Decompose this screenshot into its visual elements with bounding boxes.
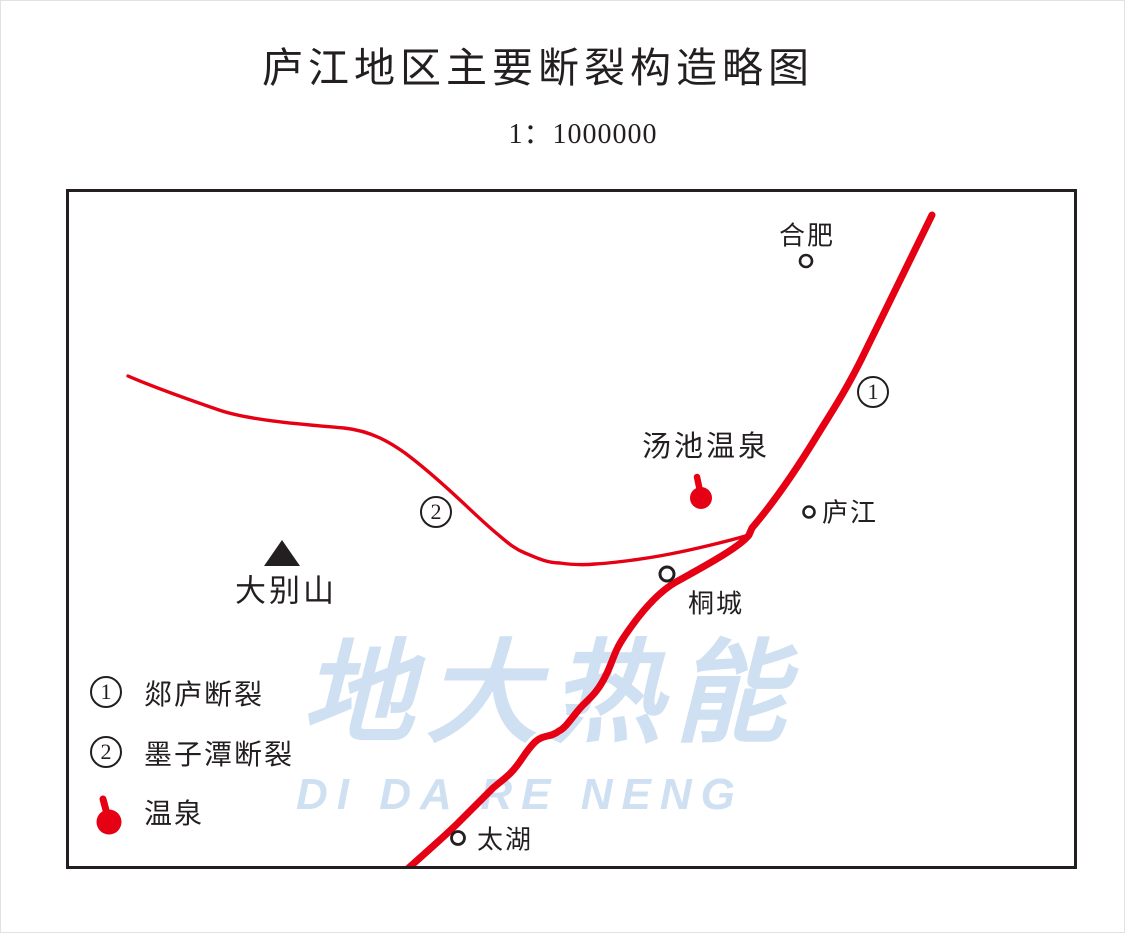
legend-fault-2-label: 墨子潭断裂: [144, 740, 295, 771]
watermark-latin: DI DA RE NENG: [296, 770, 744, 819]
map-scale-text: 1：1000000: [508, 119, 658, 150]
city-marker-hefei: [798, 253, 814, 269]
fault-line-2: [126, 374, 751, 567]
fault-line-1: [405, 211, 936, 866]
map-graphics: [96, 211, 936, 866]
legend-hot-spring-label: 温泉: [144, 799, 205, 830]
hot-spring-label: 汤池温泉: [641, 431, 771, 463]
page-title: 庐江地区主要断裂构造略图: [262, 45, 814, 91]
legend-fault-1-label: 郯庐断裂: [144, 680, 265, 711]
mountain-label: 大别山: [235, 573, 337, 609]
map-canvas: 地大热能 DI DA RE NENG: [69, 192, 1074, 866]
fault-2-map-badge: 2: [420, 496, 452, 528]
hot-spring-icon-legend: [96, 795, 122, 835]
fault-1-map-badge: 1: [857, 376, 889, 408]
legend-fault-2-badge: 2: [90, 736, 122, 768]
city-label-lujiang: 庐江: [821, 498, 879, 528]
city-label-hefei: 合肥: [778, 221, 836, 251]
city-marker-tongcheng: [658, 565, 676, 583]
city-label-taihu: 太湖: [476, 825, 534, 855]
city-label-tongcheng: 桐城: [687, 589, 745, 619]
city-marker-taihu: [450, 830, 466, 846]
hot-spring-icon-map: [690, 473, 712, 509]
mountain-icon: [264, 540, 300, 566]
map-frame: 地大热能 DI DA RE NENG: [66, 189, 1077, 869]
legend-fault-1-badge: 1: [90, 676, 122, 708]
city-marker-lujiang: [802, 505, 816, 519]
